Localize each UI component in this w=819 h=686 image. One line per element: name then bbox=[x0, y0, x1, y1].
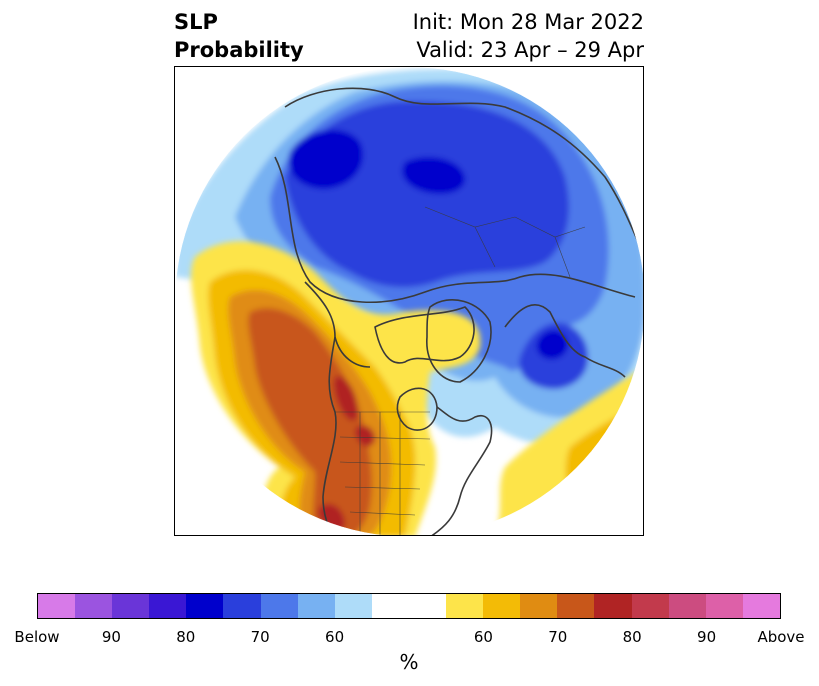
colorbar-segment-neutral bbox=[371, 594, 447, 618]
colorbar-tick-label: Above bbox=[757, 628, 805, 646]
colorbar-segment-below-2 bbox=[75, 594, 113, 618]
arctic-coast bbox=[274, 156, 636, 304]
colorbar-segment-below-6 bbox=[223, 594, 261, 618]
eurasia-coast bbox=[284, 87, 643, 258]
below-80-core-2 bbox=[402, 157, 466, 194]
colorbar-tick-label: 90 bbox=[101, 628, 121, 646]
political-borders bbox=[335, 206, 586, 535]
na-east-coast bbox=[429, 406, 493, 535]
above-normal-region bbox=[191, 241, 643, 535]
below-normal-region bbox=[175, 68, 643, 445]
hudson-bay bbox=[396, 387, 438, 431]
colorbar-segment-above-3 bbox=[520, 594, 558, 618]
colorbar-tick-label: 80 bbox=[622, 628, 642, 646]
probability-map bbox=[175, 67, 643, 535]
colorbar-segment-above-5 bbox=[594, 594, 632, 618]
colorbar-segment-above-1 bbox=[446, 594, 484, 618]
colorbar bbox=[37, 593, 781, 619]
eurasia-borders bbox=[424, 206, 586, 278]
above-70-band bbox=[248, 308, 372, 535]
europe-coast bbox=[504, 303, 626, 378]
chart-dates: Init: Mon 28 Mar 2022 Valid: 23 Apr – 29… bbox=[413, 8, 644, 64]
colorbar-tick-label: 90 bbox=[697, 628, 717, 646]
colorbar-segment-below-1 bbox=[38, 594, 76, 618]
colorbar-segment-below-4 bbox=[149, 594, 187, 618]
title-line-2: Probability bbox=[174, 38, 304, 62]
valid-range: Valid: 23 Apr – 29 Apr bbox=[416, 38, 644, 62]
colorbar-segment-above-6 bbox=[631, 594, 669, 618]
coastlines bbox=[274, 87, 643, 535]
colorbar-segment-below-7 bbox=[260, 594, 298, 618]
us-state-lines bbox=[339, 412, 431, 535]
colorbar-segment-below-5 bbox=[186, 594, 224, 618]
colorbar-segment-below-9 bbox=[334, 594, 372, 618]
below-80-core-3 bbox=[536, 330, 568, 360]
colorbar-segment-above-4 bbox=[557, 594, 595, 618]
colorbar-tick-label: 60 bbox=[473, 628, 493, 646]
map-panel bbox=[174, 66, 644, 536]
colorbar-unit-label: % bbox=[399, 650, 419, 674]
colorbar-segment-below-8 bbox=[297, 594, 335, 618]
colorbar-tick-label: 60 bbox=[325, 628, 345, 646]
colorbar-segment-above-8 bbox=[705, 594, 743, 618]
colorbar-segment-below-3 bbox=[112, 594, 150, 618]
init-date: Init: Mon 28 Mar 2022 bbox=[412, 10, 644, 34]
colorbar-tick-label: 70 bbox=[548, 628, 568, 646]
alaska-coast bbox=[304, 281, 371, 368]
canada-arctic-islands bbox=[374, 306, 475, 364]
colorbar-segment-above-2 bbox=[483, 594, 521, 618]
greenland-coast bbox=[426, 298, 492, 383]
below-80-core-1 bbox=[288, 129, 364, 189]
colorbar-segment-above-7 bbox=[668, 594, 706, 618]
colorbar-tick-label: Below bbox=[14, 628, 60, 646]
above-75-core-1 bbox=[333, 376, 359, 421]
colorbar-segment-above-9 bbox=[742, 594, 780, 618]
colorbar-tick-label: 70 bbox=[250, 628, 270, 646]
title-line-1: SLP bbox=[174, 10, 218, 34]
na-west-coast bbox=[322, 336, 337, 535]
colorbar-tick-label: 80 bbox=[176, 628, 196, 646]
chart-title: SLP Probability bbox=[174, 8, 304, 64]
